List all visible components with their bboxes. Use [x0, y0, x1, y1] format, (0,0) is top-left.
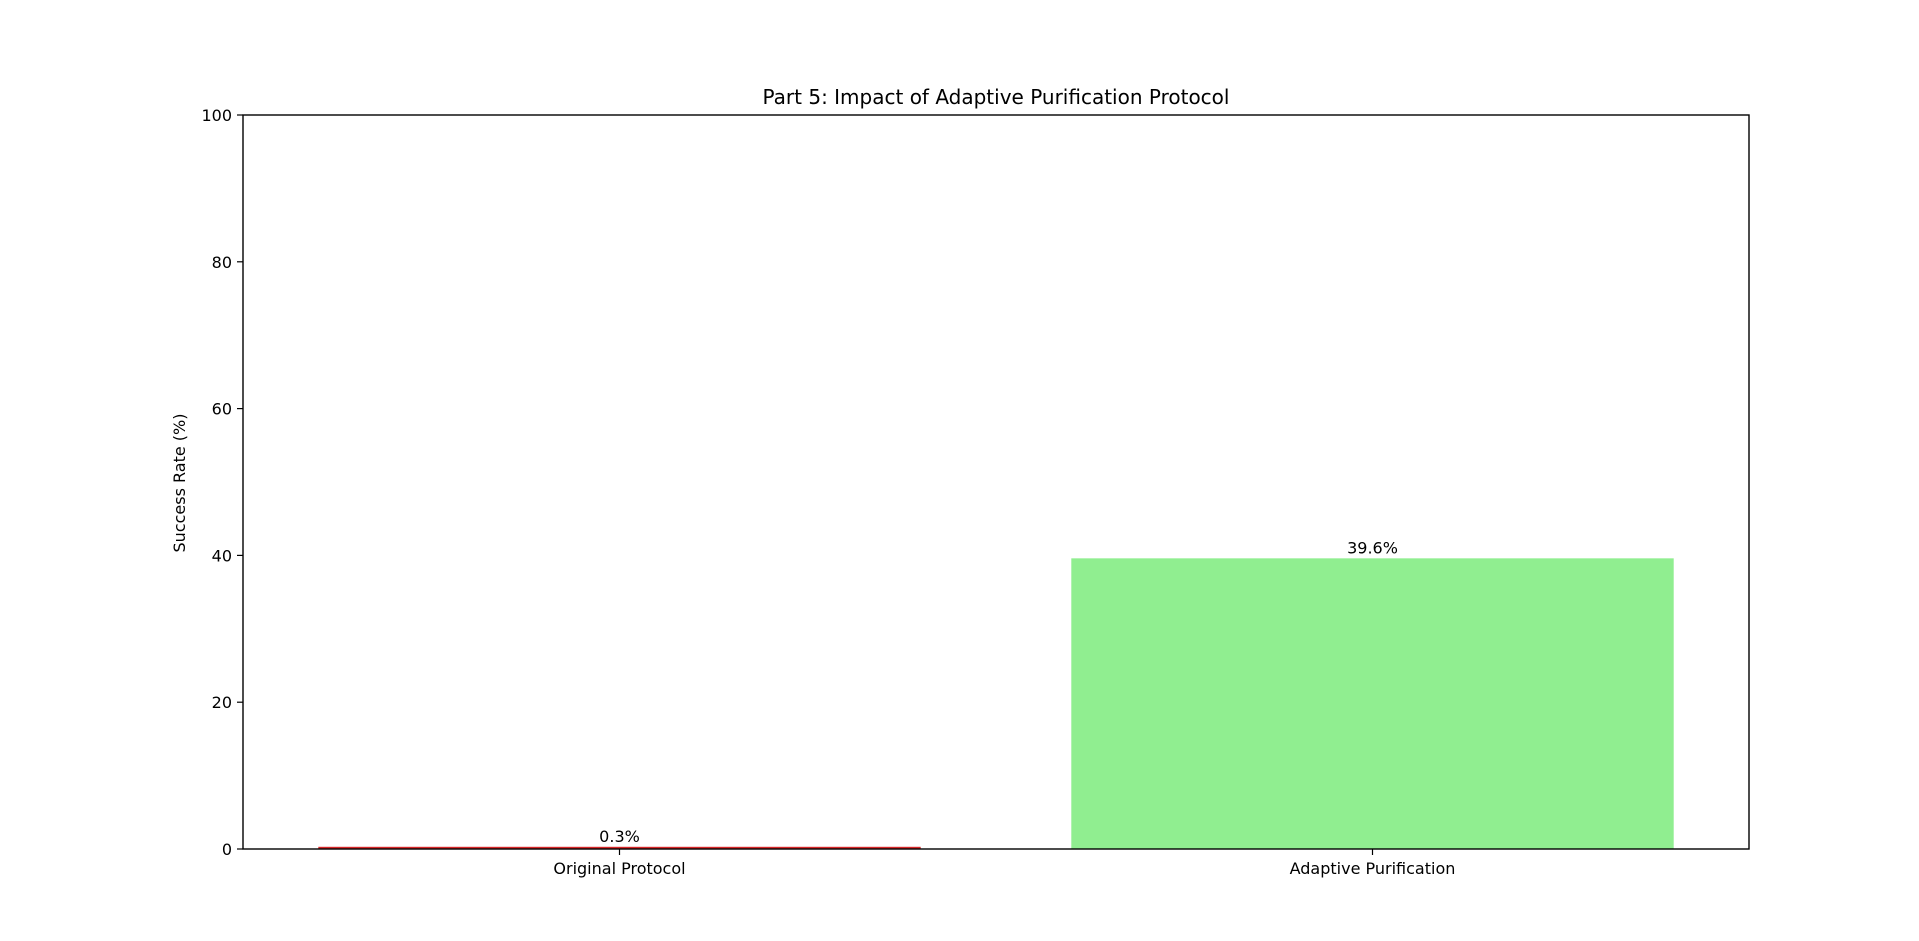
bar-adaptive-purification — [1071, 558, 1674, 849]
y-tick-label: 40 — [212, 546, 232, 565]
x-tick-label: Adaptive Purification — [1290, 859, 1456, 878]
plot-frame — [242, 114, 1750, 850]
chart-title: Part 5: Impact of Adaptive Purification … — [763, 85, 1230, 109]
y-axis-label: Success Rate (%) — [170, 414, 189, 553]
y-tick-label: 20 — [212, 693, 232, 712]
y-tick-label: 80 — [212, 253, 232, 272]
y-tick-label: 60 — [212, 400, 232, 419]
y-tick-label: 100 — [201, 106, 232, 125]
bar-original-protocol — [318, 846, 921, 849]
x-tick-label: Original Protocol — [553, 859, 685, 878]
y-tick-label: 0 — [222, 840, 232, 859]
data-label: 39.6% — [1347, 538, 1398, 557]
data-label: 0.3% — [599, 827, 640, 846]
